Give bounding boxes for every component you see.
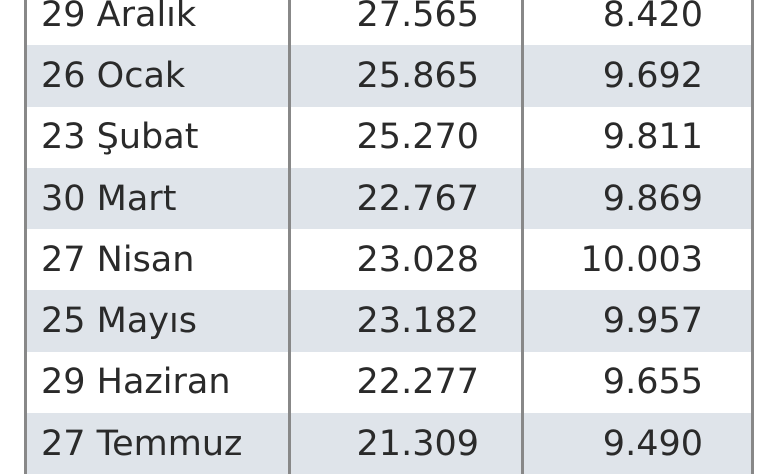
date-cell: 29 Aralık [24,0,288,46]
table-row: 29 Aralık 27.565 8.420 [24,0,754,46]
value-cell: 9.811 [521,106,754,168]
value-cell: 9.869 [521,167,754,230]
date-cell: 30 Mart [24,167,288,230]
table-row: 27 Nisan 23.028 10.003 [24,229,754,291]
date-cell: 26 Ocak [24,45,288,107]
value-cell: 9.692 [521,45,754,107]
date-cell: 25 Mayıs [24,290,288,352]
table-row: 27 Temmuz 21.309 9.490 [24,413,754,474]
value-cell: 22.277 [288,351,521,414]
value-cell: 23.182 [288,290,521,352]
table-row: 29 Haziran 22.277 9.655 [24,351,754,414]
date-cell: 27 Temmuz [24,413,288,474]
date-cell: 29 Haziran [24,351,288,414]
value-cell: 10.003 [521,229,754,291]
date-cell: 27 Nisan [24,229,288,291]
value-cell: 27.565 [288,0,521,46]
value-cell: 22.767 [288,167,521,230]
value-cell: 25.865 [288,45,521,107]
table-row: 25 Mayıs 23.182 9.957 [24,290,754,352]
value-cell: 9.490 [521,413,754,474]
value-cell: 23.028 [288,229,521,291]
data-table: 29 Aralık 27.565 8.420 26 Ocak 25.865 9.692 … [24,0,754,474]
value-cell: 9.957 [521,290,754,352]
value-cell: 25.270 [288,106,521,168]
value-cell: 21.309 [288,413,521,474]
table-row: 26 Ocak 25.865 9.692 [24,45,754,107]
value-cell: 9.655 [521,351,754,414]
table-row: 23 Şubat 25.270 9.811 [24,106,754,168]
table-row: 30 Mart 22.767 9.869 [24,167,754,230]
date-cell: 23 Şubat [24,106,288,168]
value-cell: 8.420 [521,0,754,46]
